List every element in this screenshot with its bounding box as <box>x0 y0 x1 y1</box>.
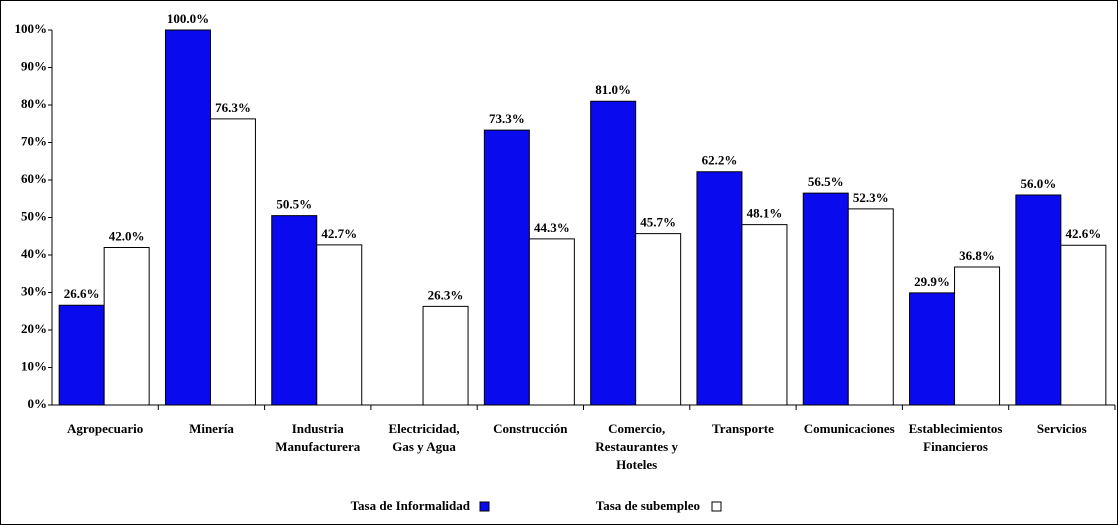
bar <box>528 238 575 406</box>
x-tick-label: Minería <box>189 421 234 436</box>
x-tick-label: Servicios <box>1036 421 1087 436</box>
bar <box>635 233 682 406</box>
value-label: 45.7% <box>640 215 676 230</box>
bar <box>1060 244 1107 406</box>
bar <box>271 215 318 406</box>
x-tick-label: Agropecuario <box>66 421 144 436</box>
value-label: 48.1% <box>747 206 783 221</box>
y-tick-label: 30% <box>21 283 47 298</box>
y-tick-label: 10% <box>21 358 47 373</box>
bar <box>164 29 211 406</box>
value-label: 100.0% <box>167 11 209 26</box>
value-label: 42.7% <box>321 226 357 241</box>
bar <box>422 305 469 406</box>
value-label: 50.5% <box>276 197 312 212</box>
value-label: 42.0% <box>109 228 145 243</box>
y-tick-label: 80% <box>21 96 47 111</box>
x-tick-label: Electricidad, Gas y Agua <box>388 421 460 454</box>
legend-swatch <box>711 501 722 512</box>
value-label: 56.0% <box>1020 176 1056 191</box>
value-label: 26.3% <box>428 287 464 302</box>
y-tick-label: 60% <box>21 171 47 186</box>
value-label: 52.3% <box>853 190 889 205</box>
bar <box>847 208 894 406</box>
bar <box>696 171 743 406</box>
bar <box>909 292 956 406</box>
legend-label: Tasa de subempleo <box>596 498 700 513</box>
value-label: 42.6% <box>1065 226 1101 241</box>
bar <box>483 129 530 406</box>
y-tick-label: 70% <box>21 133 47 148</box>
value-label: 81.0% <box>595 82 631 97</box>
value-label: 62.2% <box>702 153 738 168</box>
value-label: 26.6% <box>64 286 100 301</box>
value-label: 36.8% <box>959 248 995 263</box>
y-tick-label: 0% <box>28 396 48 411</box>
y-tick-label: 100% <box>15 21 48 36</box>
y-tick-label: 50% <box>21 208 47 223</box>
x-tick-label: Industria Manufacturera <box>275 421 361 454</box>
y-tick-label: 90% <box>21 58 47 73</box>
value-label: 73.3% <box>489 111 525 126</box>
bar <box>103 247 150 406</box>
x-tick-label: Establecimientos Financieros <box>908 421 1003 454</box>
bar <box>741 224 788 406</box>
bar <box>58 304 105 406</box>
legend-label: Tasa de Informalidad <box>351 498 471 513</box>
value-label: 29.9% <box>914 274 950 289</box>
bar <box>209 118 256 406</box>
y-tick-label: 20% <box>21 321 47 336</box>
value-label: 56.5% <box>808 174 844 189</box>
value-label: 44.3% <box>534 220 570 235</box>
bar <box>954 266 1001 406</box>
y-tick-label: 40% <box>21 246 47 261</box>
value-label: 76.3% <box>215 100 251 115</box>
bar <box>316 244 363 406</box>
bar <box>1015 194 1062 406</box>
x-tick-label: Comunicaciones <box>803 421 895 436</box>
x-tick-label: Comercio, Restaurantes y Hoteles <box>595 421 678 472</box>
x-tick-label: Transporte <box>712 421 774 436</box>
bar <box>802 192 849 406</box>
legend-swatch <box>479 501 490 512</box>
bar <box>590 100 637 406</box>
x-tick-label: Construcción <box>493 421 568 436</box>
